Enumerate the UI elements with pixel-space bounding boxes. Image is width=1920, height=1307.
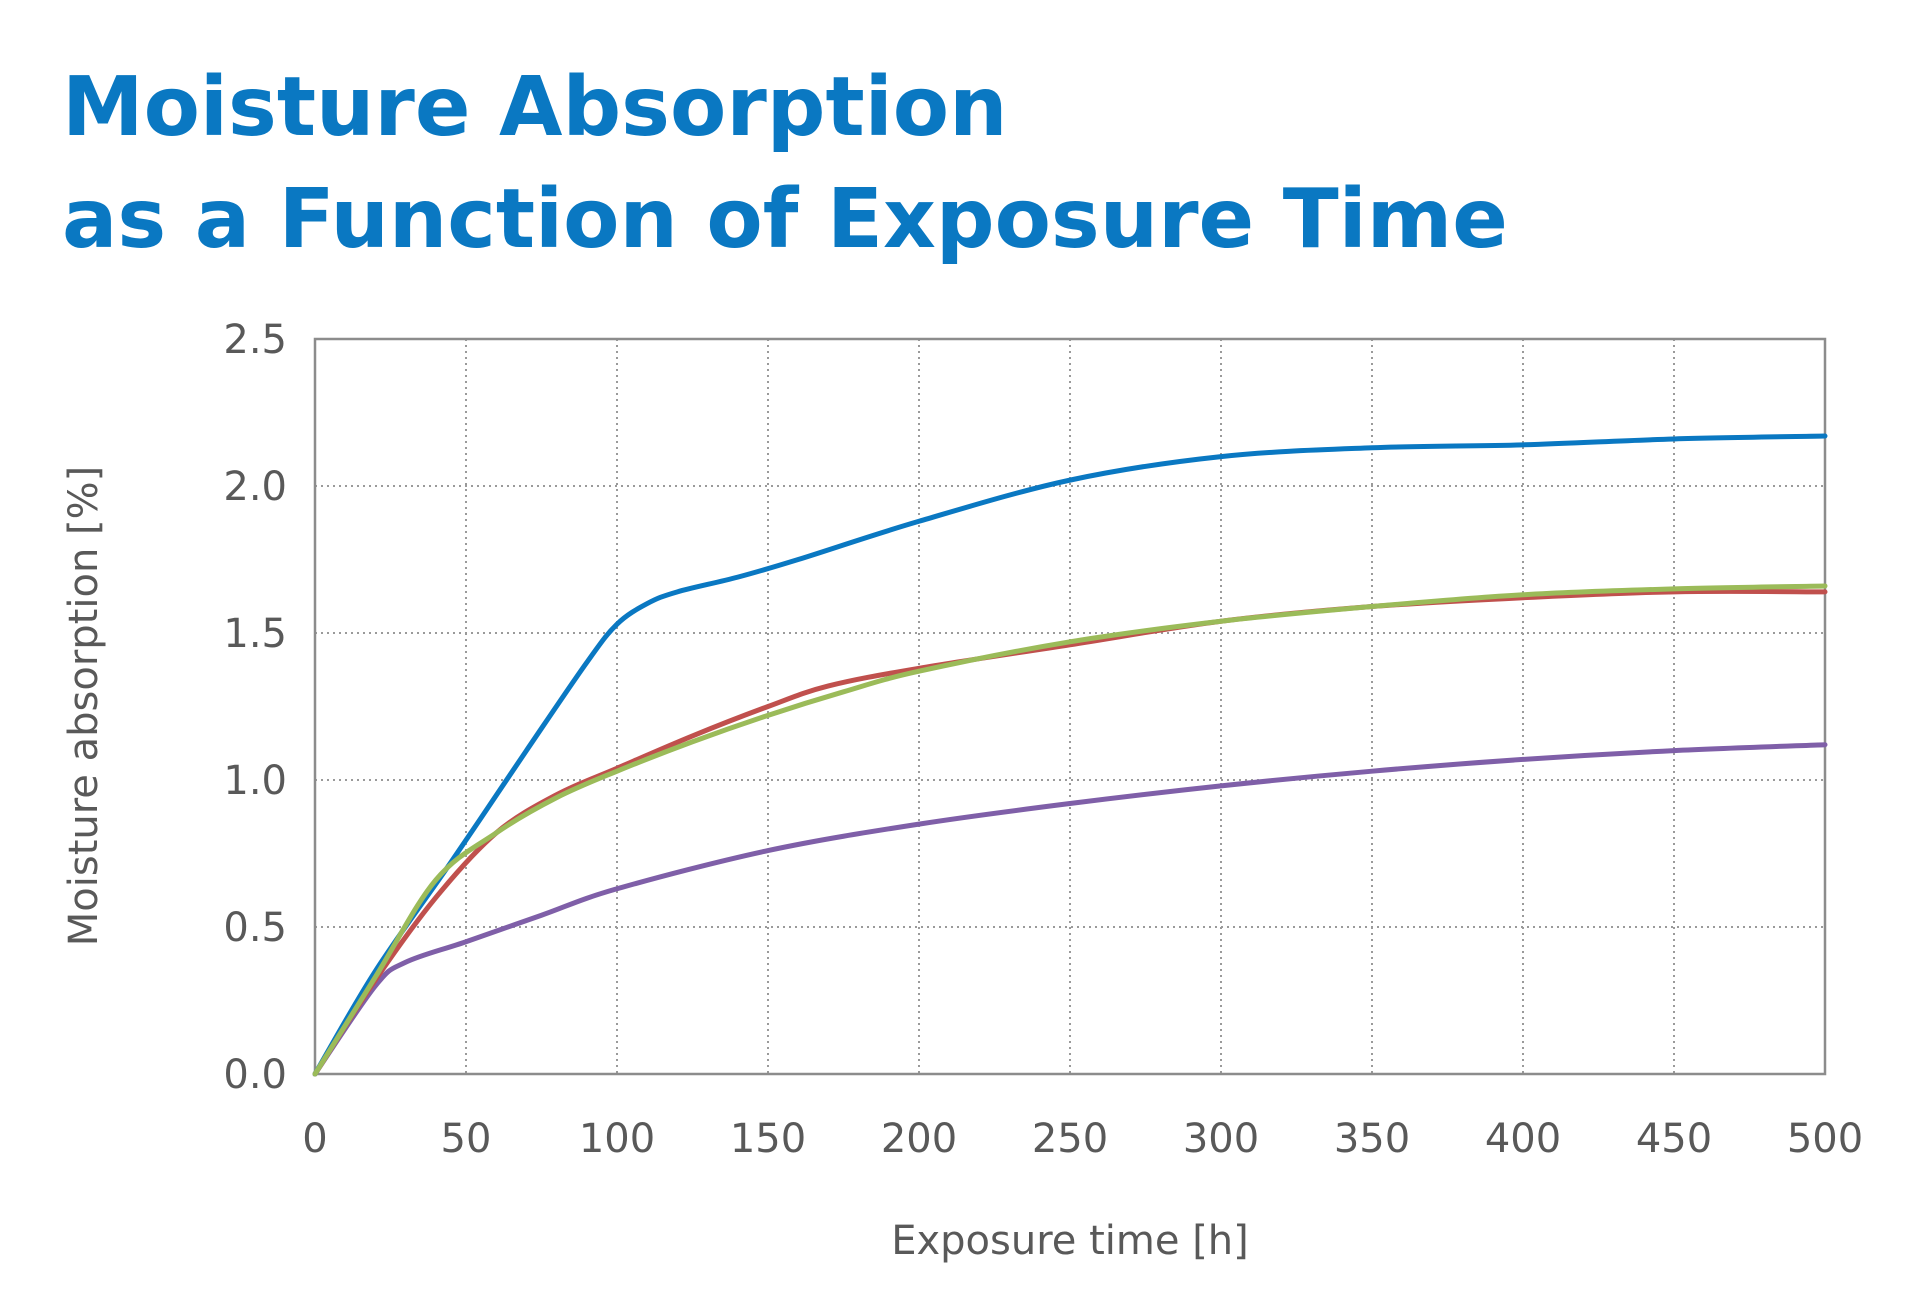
x-tick-labels: 0 50 100 150 200 250 300 350 400 450 500 [302,1116,1863,1162]
x-tick-label: 50 [441,1116,492,1162]
x-tick-label: 300 [1183,1116,1259,1162]
x-tick-label: 0 [302,1116,327,1162]
series-line-1 [312,433,1828,1077]
series-line-3 [312,583,1828,1077]
y-tick-label: 2.0 [223,464,287,510]
x-tick-label: 100 [579,1116,655,1162]
x-tick-label: 150 [730,1116,806,1162]
y-tick-label: 0.5 [223,905,287,951]
x-tick-label: 400 [1485,1116,1561,1162]
chart-title-line-2: as a Function of Exposure Time [62,172,1508,267]
x-tick-label: 500 [1787,1116,1863,1162]
grid-layer [315,339,1825,1074]
series-layer [312,433,1828,1077]
series-line-4 [312,742,1828,1077]
y-tick-label: 0.0 [223,1052,287,1098]
x-tick-label: 450 [1636,1116,1712,1162]
x-axis-title: Exposure time [h] [891,1218,1249,1264]
y-axis-title: Moisture absorption [%] [61,466,107,946]
x-tick-label: 350 [1334,1116,1410,1162]
x-tick-label: 250 [1032,1116,1108,1162]
y-tick-label: 1.0 [223,758,287,804]
chart-title-line-1: Moisture Absorption [62,60,1008,155]
y-tick-label: 2.5 [223,317,287,363]
y-tick-label: 1.5 [223,611,287,657]
plot-frame [313,337,1827,1076]
chart-title: Moisture Absorption as a Function of Exp… [62,52,1508,276]
series-line-2 [312,588,1828,1077]
y-tick-labels: 0.0 0.5 1.0 1.5 2.0 2.5 [223,317,287,1098]
x-tick-label: 200 [881,1116,957,1162]
